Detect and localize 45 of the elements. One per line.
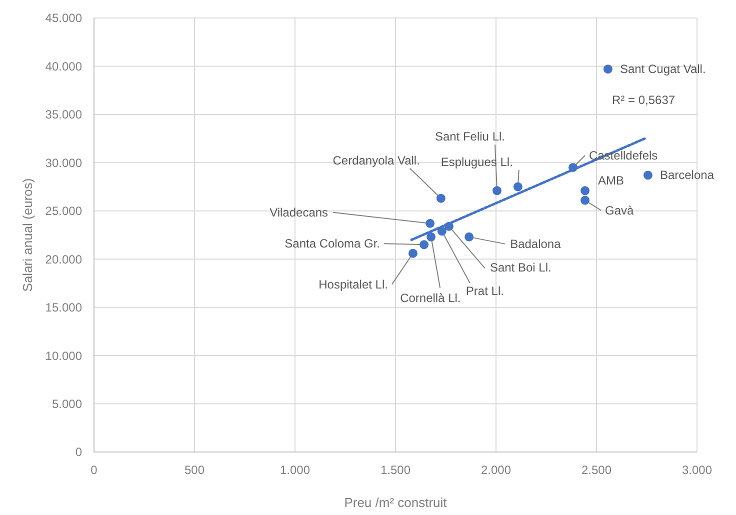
x-tick-label: 500	[184, 463, 205, 477]
x-tick-label: 3.000	[682, 463, 712, 477]
y-tick-label: 45.000	[45, 11, 82, 26]
annotation: Santa Coloma Gr.	[284, 236, 380, 251]
point	[436, 194, 446, 203]
annotation: Sant Cugat Vall.	[620, 62, 706, 76]
x-tick-label: 2.000	[480, 463, 512, 477]
annotation: R² = 0,5637	[612, 93, 676, 107]
x-tick-label: 1.000	[280, 463, 310, 477]
point	[426, 232, 436, 242]
point	[513, 182, 522, 192]
annotation: Gavà	[605, 203, 634, 218]
y-tick-label: 35.000	[45, 108, 82, 122]
y-tick-label: 15.000	[45, 300, 82, 315]
annotation: Prat Ll.	[466, 284, 504, 298]
y-tick-label: 40.000	[45, 59, 82, 74]
y-tick-label: 5.000	[52, 396, 82, 411]
y-tick-label: 20.000	[45, 252, 82, 266]
point	[426, 218, 435, 228]
point	[464, 232, 474, 242]
annotation: Cerdanyola Vall.	[332, 153, 420, 168]
annotation: Sant Boi Ll.	[490, 260, 552, 274]
y-tick-label: 0	[75, 445, 82, 460]
x-tick-label: 1.500	[380, 463, 411, 477]
x-axis-title: Preu /m² construit	[344, 495, 448, 510]
y-tick-label: 30.000	[45, 156, 82, 170]
annotation: Badalona	[510, 236, 562, 251]
annotation: Viladecans	[270, 205, 328, 220]
annotation: Barcelona	[660, 168, 714, 182]
point	[643, 170, 652, 180]
x-tick-label: 0	[90, 463, 98, 477]
x-tick-label: 2.500	[581, 463, 612, 477]
point	[580, 196, 590, 205]
point	[603, 64, 612, 74]
y-axis-title: Salari anual (euros)	[20, 178, 35, 292]
annotation: Hospitalet Ll.	[318, 277, 388, 292]
point	[580, 186, 590, 196]
y-tick-label: 10.000	[45, 348, 82, 363]
annotation: Cornellà Ll.	[400, 290, 461, 305]
point	[492, 186, 502, 196]
y-tick-label: 25.000	[45, 204, 82, 218]
point	[408, 248, 418, 258]
annotation: AMB	[598, 174, 624, 188]
point	[420, 240, 429, 250]
annotation: Sant Feliu Ll.	[434, 130, 506, 144]
